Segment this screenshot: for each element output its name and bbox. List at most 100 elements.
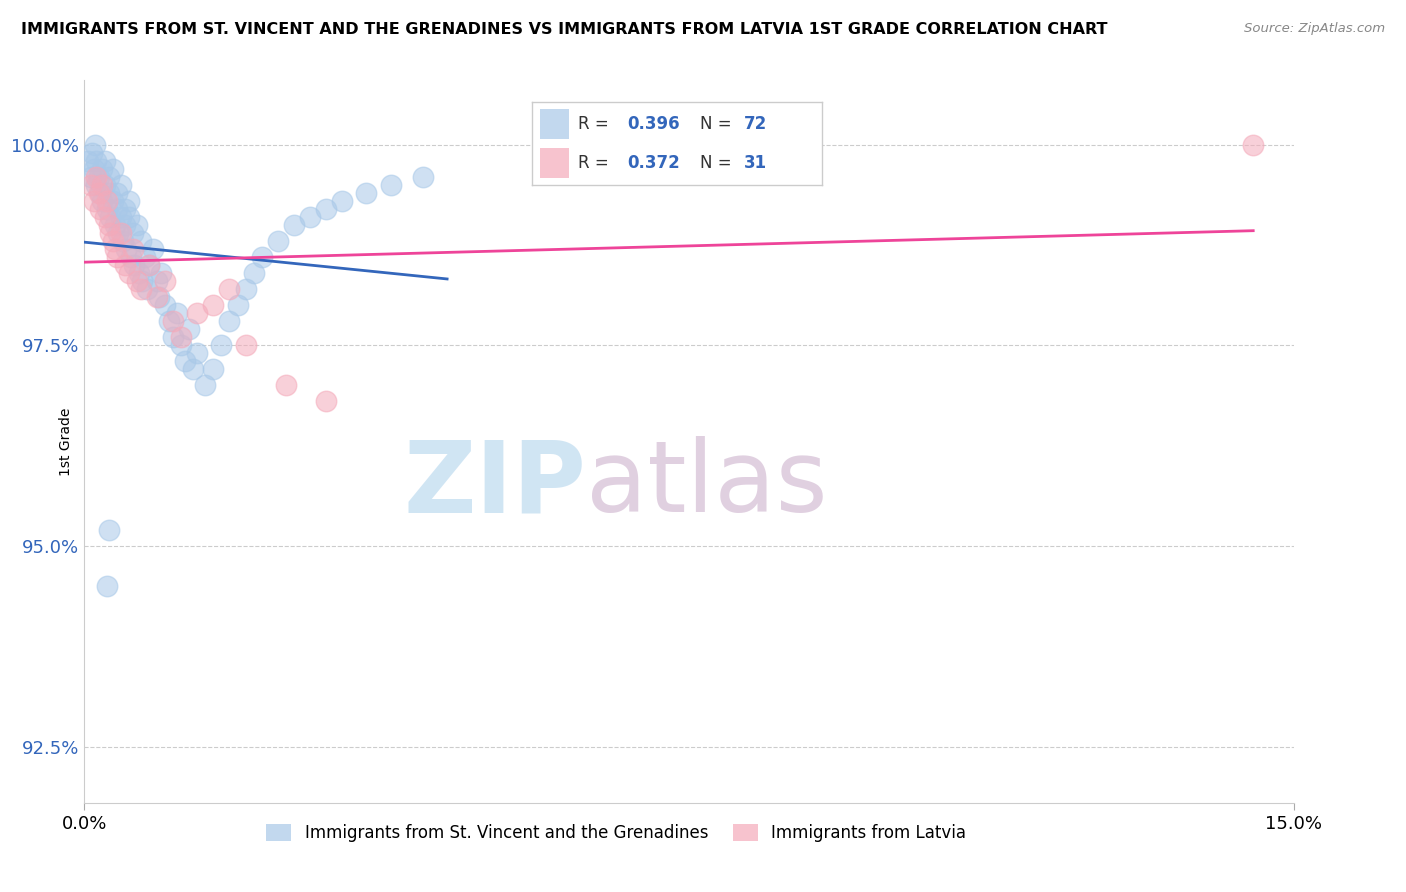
Point [118,210,141,224]
Point [162,330,184,344]
Point [91,178,114,192]
Point [89,202,111,216]
Point [202,298,225,312]
Point [77,153,100,168]
Point [93,210,115,224]
Point [97,186,120,200]
Point [274,378,297,392]
Point [110,226,132,240]
Point [87,169,110,184]
Point [146,290,169,304]
Point [131,274,153,288]
Point [121,226,143,240]
Point [110,178,132,192]
Point [83,137,105,152]
Point [110,210,132,224]
Point [96,194,118,208]
Point [80,169,103,184]
Text: atlas: atlas [586,436,828,533]
Point [97,523,120,537]
Point [202,362,225,376]
Point [101,194,124,208]
Point [97,169,120,184]
Point [218,282,240,296]
Point [157,314,180,328]
Point [91,161,114,176]
Point [162,314,184,328]
Point [174,354,197,368]
Point [226,298,249,312]
Point [120,250,142,264]
Point [86,153,108,168]
Point [101,234,124,248]
Point [128,266,150,280]
Point [153,298,176,312]
Point [1241,137,1264,152]
Point [107,226,129,240]
Point [118,266,141,280]
Point [86,169,108,184]
Point [96,579,118,593]
Point [129,282,152,296]
Text: ZIP: ZIP [404,436,586,533]
Point [330,194,353,208]
Text: IMMIGRANTS FROM ST. VINCENT AND THE GRENADINES VS IMMIGRANTS FROM LATVIA 1ST GRA: IMMIGRANTS FROM ST. VINCENT AND THE GREN… [21,22,1108,37]
Point [138,258,160,272]
Point [250,250,273,264]
Point [93,153,115,168]
Point [194,378,217,392]
Point [138,258,160,272]
Point [186,346,208,360]
Point [98,210,121,224]
Point [93,178,115,192]
Point [98,226,121,240]
Point [153,274,176,288]
Point [89,186,111,200]
Point [105,250,128,264]
Point [146,274,169,288]
Point [115,242,138,256]
Point [315,202,337,216]
Point [283,218,305,232]
Point [104,218,127,232]
Point [242,266,264,280]
Point [356,186,378,200]
Point [101,161,124,176]
Point [179,322,201,336]
Point [209,338,232,352]
Point [114,258,136,272]
Point [83,194,105,208]
Point [125,218,148,232]
Legend: Immigrants from St. Vincent and the Grenadines, Immigrants from Latvia: Immigrants from St. Vincent and the Gren… [260,817,973,848]
Point [125,274,148,288]
Point [129,234,152,248]
Point [86,178,108,192]
Point [412,169,434,184]
Point [186,306,208,320]
Point [105,186,128,200]
Point [82,145,104,160]
Point [235,338,257,352]
Point [118,194,141,208]
Point [267,234,290,248]
Point [235,282,257,296]
Point [121,242,143,256]
Point [148,290,170,304]
Point [114,218,136,232]
Point [181,362,204,376]
Point [80,178,103,192]
Point [97,218,120,232]
Point [166,306,188,320]
Point [112,234,135,248]
Point [142,242,165,256]
Point [170,338,193,352]
Point [114,202,136,216]
Point [315,394,337,409]
Point [149,266,172,280]
Point [170,330,193,344]
Point [380,178,402,192]
Point [104,242,127,256]
Point [105,202,128,216]
Point [218,314,240,328]
Point [124,258,146,272]
